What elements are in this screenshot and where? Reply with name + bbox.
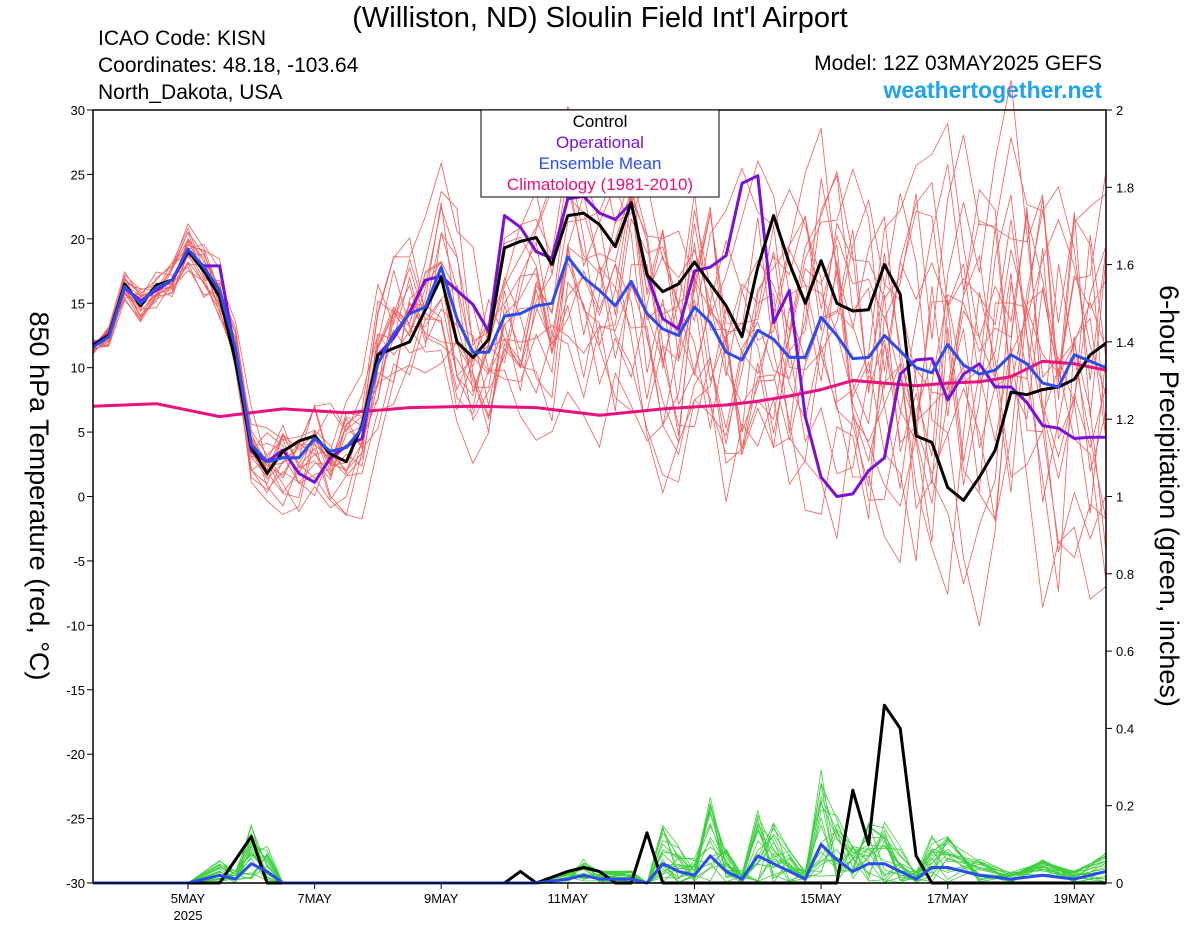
y-tick-label: -20: [66, 747, 85, 762]
y-tick-label: 30: [71, 103, 85, 118]
temp-ensemble-mean-line: [92, 247, 1107, 464]
temp-member-line: [92, 79, 1107, 485]
legend-control: Control: [573, 112, 628, 131]
y-tick-label: 15: [71, 296, 85, 311]
temp-control-line: [92, 201, 1107, 502]
y2-tick-label: 1.4: [1116, 335, 1134, 350]
temp-member-line: [92, 159, 1107, 562]
y2-tick-label: 0.8: [1116, 567, 1134, 582]
y2-tick-label: 0.6: [1116, 644, 1134, 659]
temp-member-line: [92, 156, 1107, 601]
temp-member-line: [92, 170, 1107, 480]
x-tick-label: 17MAY: [927, 891, 969, 906]
x-tick-label: 11MAY: [547, 891, 588, 906]
y-tick-label: 20: [71, 232, 85, 247]
y2-tick-label: 0.2: [1116, 799, 1134, 814]
y2-tick-label: 1: [1116, 490, 1123, 505]
page-title: (Williston, ND) Sloulin Field Int'l Airp…: [352, 2, 848, 34]
y-tick-label: -30: [66, 876, 85, 891]
region: North_Dakota, USA: [98, 81, 283, 104]
y-tick-label: -5: [73, 554, 85, 569]
x-tick-label: 13MAY: [674, 891, 716, 906]
legend: Control Operational Ensemble Mean Climat…: [480, 109, 720, 198]
axis-ticks: 302520151050-5-10-15-20-25-3021.81.61.41…: [66, 103, 1134, 923]
y-tick-label: 5: [78, 425, 85, 440]
y-tick-label: -15: [66, 683, 85, 698]
x-tick-sublabel: 2025: [174, 908, 203, 923]
y2-tick-label: 2: [1116, 103, 1123, 118]
y2-tick-label: 0.4: [1116, 721, 1134, 736]
temp-member-line: [92, 190, 1107, 542]
temp-member-line: [92, 178, 1107, 508]
y-tick-label: 10: [71, 361, 85, 376]
y-tick-label: -25: [66, 812, 85, 827]
y2-tick-label: 0: [1116, 876, 1123, 891]
y-tick-label: -10: [66, 618, 85, 633]
legend-box: [480, 109, 720, 198]
x-tick-label: 9MAY: [424, 891, 459, 906]
x-tick-label: 15MAY: [800, 891, 842, 906]
legend-ensemble-mean: Ensemble Mean: [539, 154, 662, 173]
icao-code: ICAO Code: KISN: [98, 27, 267, 50]
legend-operational: Operational: [556, 133, 644, 152]
y2-tick-label: 1.2: [1116, 412, 1134, 427]
x-tick-label: 19MAY: [1054, 891, 1096, 906]
y-axis-label: 850 hPa Temperature (red, °C): [24, 312, 54, 681]
y2-axis-label: 6-hour Precipitation (green, inches): [1154, 285, 1184, 707]
site-link[interactable]: weathertogether.net: [883, 77, 1102, 103]
x-tick-label: 7MAY: [297, 891, 332, 906]
temp-member-line: [92, 171, 1107, 475]
y2-tick-label: 1.6: [1116, 258, 1134, 273]
legend-climatology: Climatology (1981-2010): [507, 175, 693, 194]
precip-members: [93, 769, 1107, 885]
y-tick-label: 0: [78, 490, 85, 505]
coordinates: Coordinates: 48.18, -103.64: [98, 54, 359, 77]
y-tick-label: 25: [71, 167, 85, 182]
x-tick-label: 5MAY: [171, 891, 206, 906]
y2-tick-label: 1.8: [1116, 180, 1134, 195]
model-run: Model: 12Z 03MAY2025 GEFS: [814, 52, 1102, 75]
series-lines: [92, 174, 1107, 885]
